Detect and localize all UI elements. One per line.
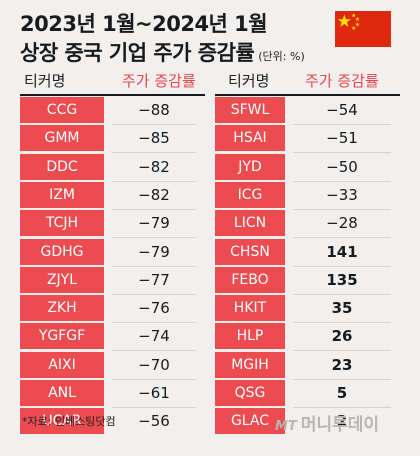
unit-label: (단위: %) <box>258 50 305 63</box>
right-change-hsai: −51 <box>326 129 358 148</box>
right-header-rule <box>215 94 400 96</box>
source-note: *자료: 인베스팅닷컴 <box>22 415 116 428</box>
right-row-divider <box>293 208 391 210</box>
right-change-chsn: 141 <box>326 242 358 261</box>
left-change-anl: −61 <box>138 384 170 402</box>
left-row-divider <box>112 208 196 210</box>
left-row-divider <box>112 265 196 267</box>
logo-mt: MT <box>275 419 297 434</box>
left-ticker-ucar: UCAR <box>20 408 104 435</box>
right-row-divider <box>293 293 391 295</box>
right-change-febo: 135 <box>326 270 358 289</box>
left-change-izm: −82 <box>138 185 170 204</box>
title-text: 상장 중국 기업 주가 증감률 <box>20 41 255 65</box>
left-ticker-gdhg: GDHG <box>20 238 104 265</box>
right-change-licn: −28 <box>326 214 358 233</box>
right-change-mgih: 23 <box>331 355 353 374</box>
right-row-divider <box>293 265 391 267</box>
right-ticker-glac: GLAC <box>215 408 285 435</box>
right-row-divider <box>293 322 391 324</box>
right-ticker-febo: FEBO <box>215 266 285 293</box>
title-line-1: 2023년 1월~2024년 1월 <box>20 12 268 36</box>
right-row-divider <box>293 378 391 380</box>
left-change-ccg: −88 <box>138 101 170 119</box>
left-row-divider <box>112 237 196 239</box>
left-change-tcjh: −79 <box>138 214 170 233</box>
right-row-divider <box>293 152 391 154</box>
left-row-divider <box>112 124 196 125</box>
right-change-sfwl: −54 <box>326 101 358 119</box>
right-ticker-chsn: CHSN <box>215 238 285 265</box>
left-row-divider <box>112 407 196 408</box>
left-row-divider <box>112 322 196 324</box>
right-change-glac: 2 <box>336 412 348 431</box>
left-change-gdhg: −79 <box>138 242 170 261</box>
right-row-divider <box>293 407 391 408</box>
right-ticker-jyd: JYD <box>215 153 285 180</box>
left-header-ticker: 티커명 <box>24 72 66 90</box>
title-line-2: 상장 중국 기업 주가 증감률 (단위: %) <box>20 37 305 67</box>
right-change-hlp: 26 <box>331 327 353 346</box>
left-change-ddc: −82 <box>138 157 170 176</box>
left-ticker-ccg: CCG <box>20 97 104 123</box>
left-change-ucar: −56 <box>138 412 170 431</box>
right-row-divider <box>293 124 391 125</box>
publisher-logo: MT 머니투데이 <box>275 410 379 436</box>
left-row-divider <box>112 350 196 352</box>
right-ticker-icg: ICG <box>215 181 285 208</box>
left-header-rule <box>20 94 205 96</box>
left-ticker-tcjh: TCJH <box>20 210 104 237</box>
right-header-change: 주가 증감률 <box>305 72 379 90</box>
right-ticker-hlp: HLP <box>215 323 285 350</box>
left-ticker-anl: ANL <box>20 380 104 406</box>
left-change-gmm: −85 <box>138 129 170 148</box>
left-row-divider <box>112 293 196 295</box>
right-ticker-hsai: HSAI <box>215 125 285 152</box>
right-ticker-sfwl: SFWL <box>215 97 285 123</box>
left-change-ygfgf: −74 <box>138 327 170 346</box>
right-change-jyd: −50 <box>326 157 358 176</box>
left-ticker-zkh: ZKH <box>20 295 104 322</box>
right-header-ticker: 티커명 <box>228 72 270 90</box>
left-ticker-aixi: AIXI <box>20 351 104 378</box>
logo-text: 머니투데이 <box>300 415 380 435</box>
left-change-zjyl: −77 <box>138 270 170 289</box>
right-row-divider <box>293 180 391 182</box>
left-change-zkh: −76 <box>138 299 170 318</box>
right-change-qsg: 5 <box>336 384 348 402</box>
right-ticker-qsg: QSG <box>215 380 285 406</box>
left-ticker-zjyl: ZJYL <box>20 266 104 293</box>
right-row-divider <box>293 350 391 352</box>
right-ticker-mgih: MGIH <box>215 351 285 378</box>
left-header-change: 주가 증감률 <box>122 72 196 90</box>
right-ticker-licn: LICN <box>215 210 285 237</box>
left-change-aixi: −70 <box>138 355 170 374</box>
left-row-divider <box>112 180 196 182</box>
left-ticker-ygfgf: YGFGF <box>20 323 104 350</box>
left-ticker-izm: IZM <box>20 181 104 208</box>
left-row-divider <box>112 152 196 154</box>
right-change-hkit: 35 <box>331 299 353 318</box>
left-ticker-ddc: DDC <box>20 153 104 180</box>
china-flag-icon <box>335 11 391 47</box>
right-change-icg: −33 <box>326 185 358 204</box>
right-row-divider <box>293 237 391 239</box>
left-row-divider <box>112 378 196 380</box>
left-ticker-gmm: GMM <box>20 125 104 152</box>
right-ticker-hkit: HKIT <box>215 295 285 322</box>
